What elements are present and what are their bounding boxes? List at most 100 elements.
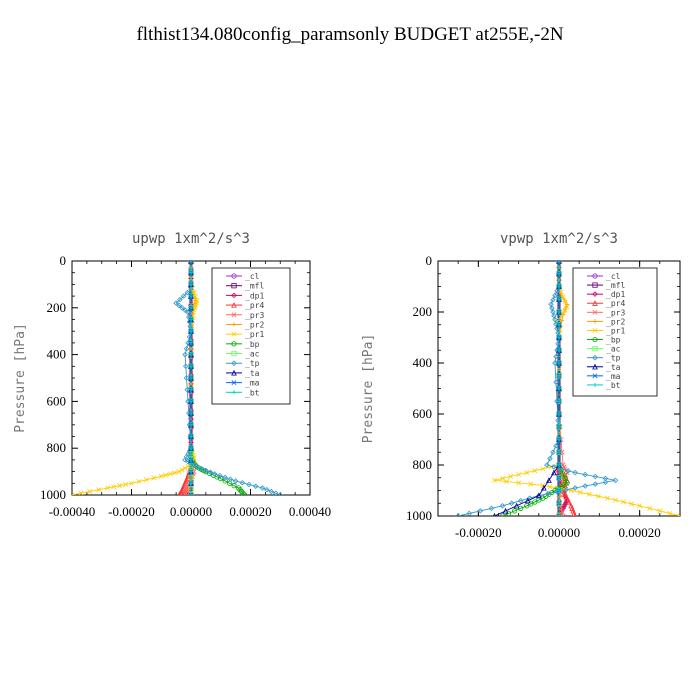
- series-marker-ta: [546, 477, 552, 483]
- series-marker-tp: [552, 360, 558, 366]
- series-marker-pr1: [117, 483, 123, 489]
- series-marker-tp: [183, 363, 189, 370]
- legend-label-ac: _ac: [606, 345, 621, 354]
- legend-label-bp: _bp: [606, 336, 621, 345]
- series-line-pr1: [72, 261, 198, 495]
- series-marker-tp: [273, 490, 279, 495]
- legend-label-ta: _ta: [245, 369, 260, 378]
- x-tick-label: 0.00020: [619, 525, 661, 540]
- series-marker-pr2: [557, 494, 563, 500]
- series-marker-ta: [502, 507, 509, 514]
- series-marker-bt: [556, 488, 562, 493]
- legend-marker-ma: [592, 373, 598, 379]
- panel-2: vpwp 1xm^2/s^3 Pressure [hPa] 0 200 400 600 80…: [361, 231, 681, 540]
- series-marker-bt: [556, 360, 562, 366]
- legend-label-ta: _ta: [606, 363, 621, 372]
- series-marker-bt: [188, 446, 194, 451]
- series-marker-tp: [185, 340, 191, 346]
- series-marker-bp: [524, 503, 530, 509]
- legend-label-bt: _bt: [606, 381, 621, 390]
- series-marker-pr1: [547, 484, 553, 490]
- series-marker-tp: [565, 467, 571, 474]
- series-marker-pr1: [163, 472, 169, 478]
- series-marker-pr1: [105, 485, 111, 491]
- legend-marker-cl: [592, 273, 598, 279]
- series-marker-ma: [188, 492, 194, 495]
- series-marker-tp: [544, 462, 550, 468]
- y-tick-label: 0: [426, 253, 433, 268]
- legend-label-pr4: _pr4: [245, 301, 264, 310]
- series-marker-bt: [556, 475, 562, 480]
- series-marker-pr1: [143, 477, 149, 483]
- series-marker-ta: [524, 497, 531, 504]
- legend-label-cl: _cl: [245, 272, 260, 281]
- series-marker-bt: [188, 305, 194, 310]
- legend-marker-ac: [592, 346, 598, 352]
- series-marker-pr1: [528, 481, 534, 487]
- legend-marker-bp: [592, 336, 598, 343]
- series-marker-tp: [179, 305, 185, 311]
- series-marker-bt: [188, 422, 194, 427]
- series-marker-tp: [182, 307, 188, 313]
- series-marker-tp: [612, 477, 619, 484]
- series-marker-bt: [188, 261, 194, 264]
- series-marker-pr1: [647, 505, 653, 511]
- series-marker-dp1: [557, 511, 563, 516]
- series-marker-tp: [246, 481, 252, 488]
- series-marker-pr1: [182, 465, 188, 471]
- series-marker-pr1: [562, 307, 568, 313]
- series-marker-pr1: [123, 481, 129, 487]
- series-marker-pr1: [500, 475, 506, 481]
- series-marker-tp: [553, 379, 559, 385]
- series-marker-ta: [551, 469, 557, 476]
- series-marker-bt: [556, 335, 562, 340]
- series-marker-pr1: [677, 513, 680, 516]
- series-group: [72, 261, 284, 495]
- legend-marker-dp1: [231, 292, 237, 299]
- series-marker-bt: [556, 284, 562, 289]
- legend-label-mfl: _mfl: [606, 281, 625, 290]
- legend-marker-pr4: [231, 301, 237, 308]
- series-marker-bt: [188, 270, 194, 275]
- series-marker-tp: [212, 471, 218, 477]
- series-marker-tp: [185, 398, 191, 405]
- legend-label-pr1: _pr1: [606, 326, 625, 335]
- series-marker-pr1: [577, 489, 583, 495]
- series-marker-tp: [553, 353, 559, 360]
- legend-label-ma: _ma: [245, 379, 260, 388]
- legend-label-mfl: _mfl: [245, 282, 264, 291]
- panel-title: vpwp 1xm^2/s^3: [500, 231, 618, 247]
- series-marker-tp: [554, 288, 560, 294]
- series-marker-tp: [187, 323, 194, 330]
- legend: _cl_mfl_dp1_pr4_pr3_pr2_pr1_bp_ac_tp_ta_…: [572, 267, 658, 397]
- series-marker-pr1: [72, 492, 75, 495]
- legend-marker-cl: [231, 273, 237, 279]
- series-marker-pr1: [508, 473, 514, 479]
- series-marker-bp: [222, 478, 228, 484]
- legend-label-dp1: _dp1: [606, 290, 625, 299]
- series-marker-tp: [207, 469, 214, 475]
- series-marker-pr1: [111, 484, 117, 490]
- series-marker-tp: [558, 466, 564, 472]
- series-marker-pr1: [87, 489, 93, 494]
- series-marker-tp: [455, 513, 461, 516]
- legend-label-pr3: _pr3: [606, 308, 625, 317]
- series-marker-pr1: [190, 312, 196, 318]
- series-marker-tp: [182, 457, 188, 463]
- series-marker-pr1: [172, 470, 178, 476]
- series-marker-tp: [182, 351, 188, 358]
- series-marker-bt: [556, 322, 562, 327]
- series-marker-pr1: [637, 503, 643, 509]
- series-marker-pr1: [612, 497, 618, 503]
- legend-label-ma: _ma: [606, 372, 621, 381]
- series-marker-bt: [188, 457, 194, 463]
- y-tick-label: 0: [60, 253, 67, 268]
- series-marker-bt: [188, 481, 194, 486]
- series-marker-bp: [532, 499, 538, 505]
- y-tick-label: 200: [47, 300, 67, 315]
- legend-marker-pr3: [231, 312, 237, 318]
- series-marker-tp: [592, 481, 599, 487]
- series-marker-tp: [222, 474, 228, 481]
- series-marker-tp: [259, 485, 266, 491]
